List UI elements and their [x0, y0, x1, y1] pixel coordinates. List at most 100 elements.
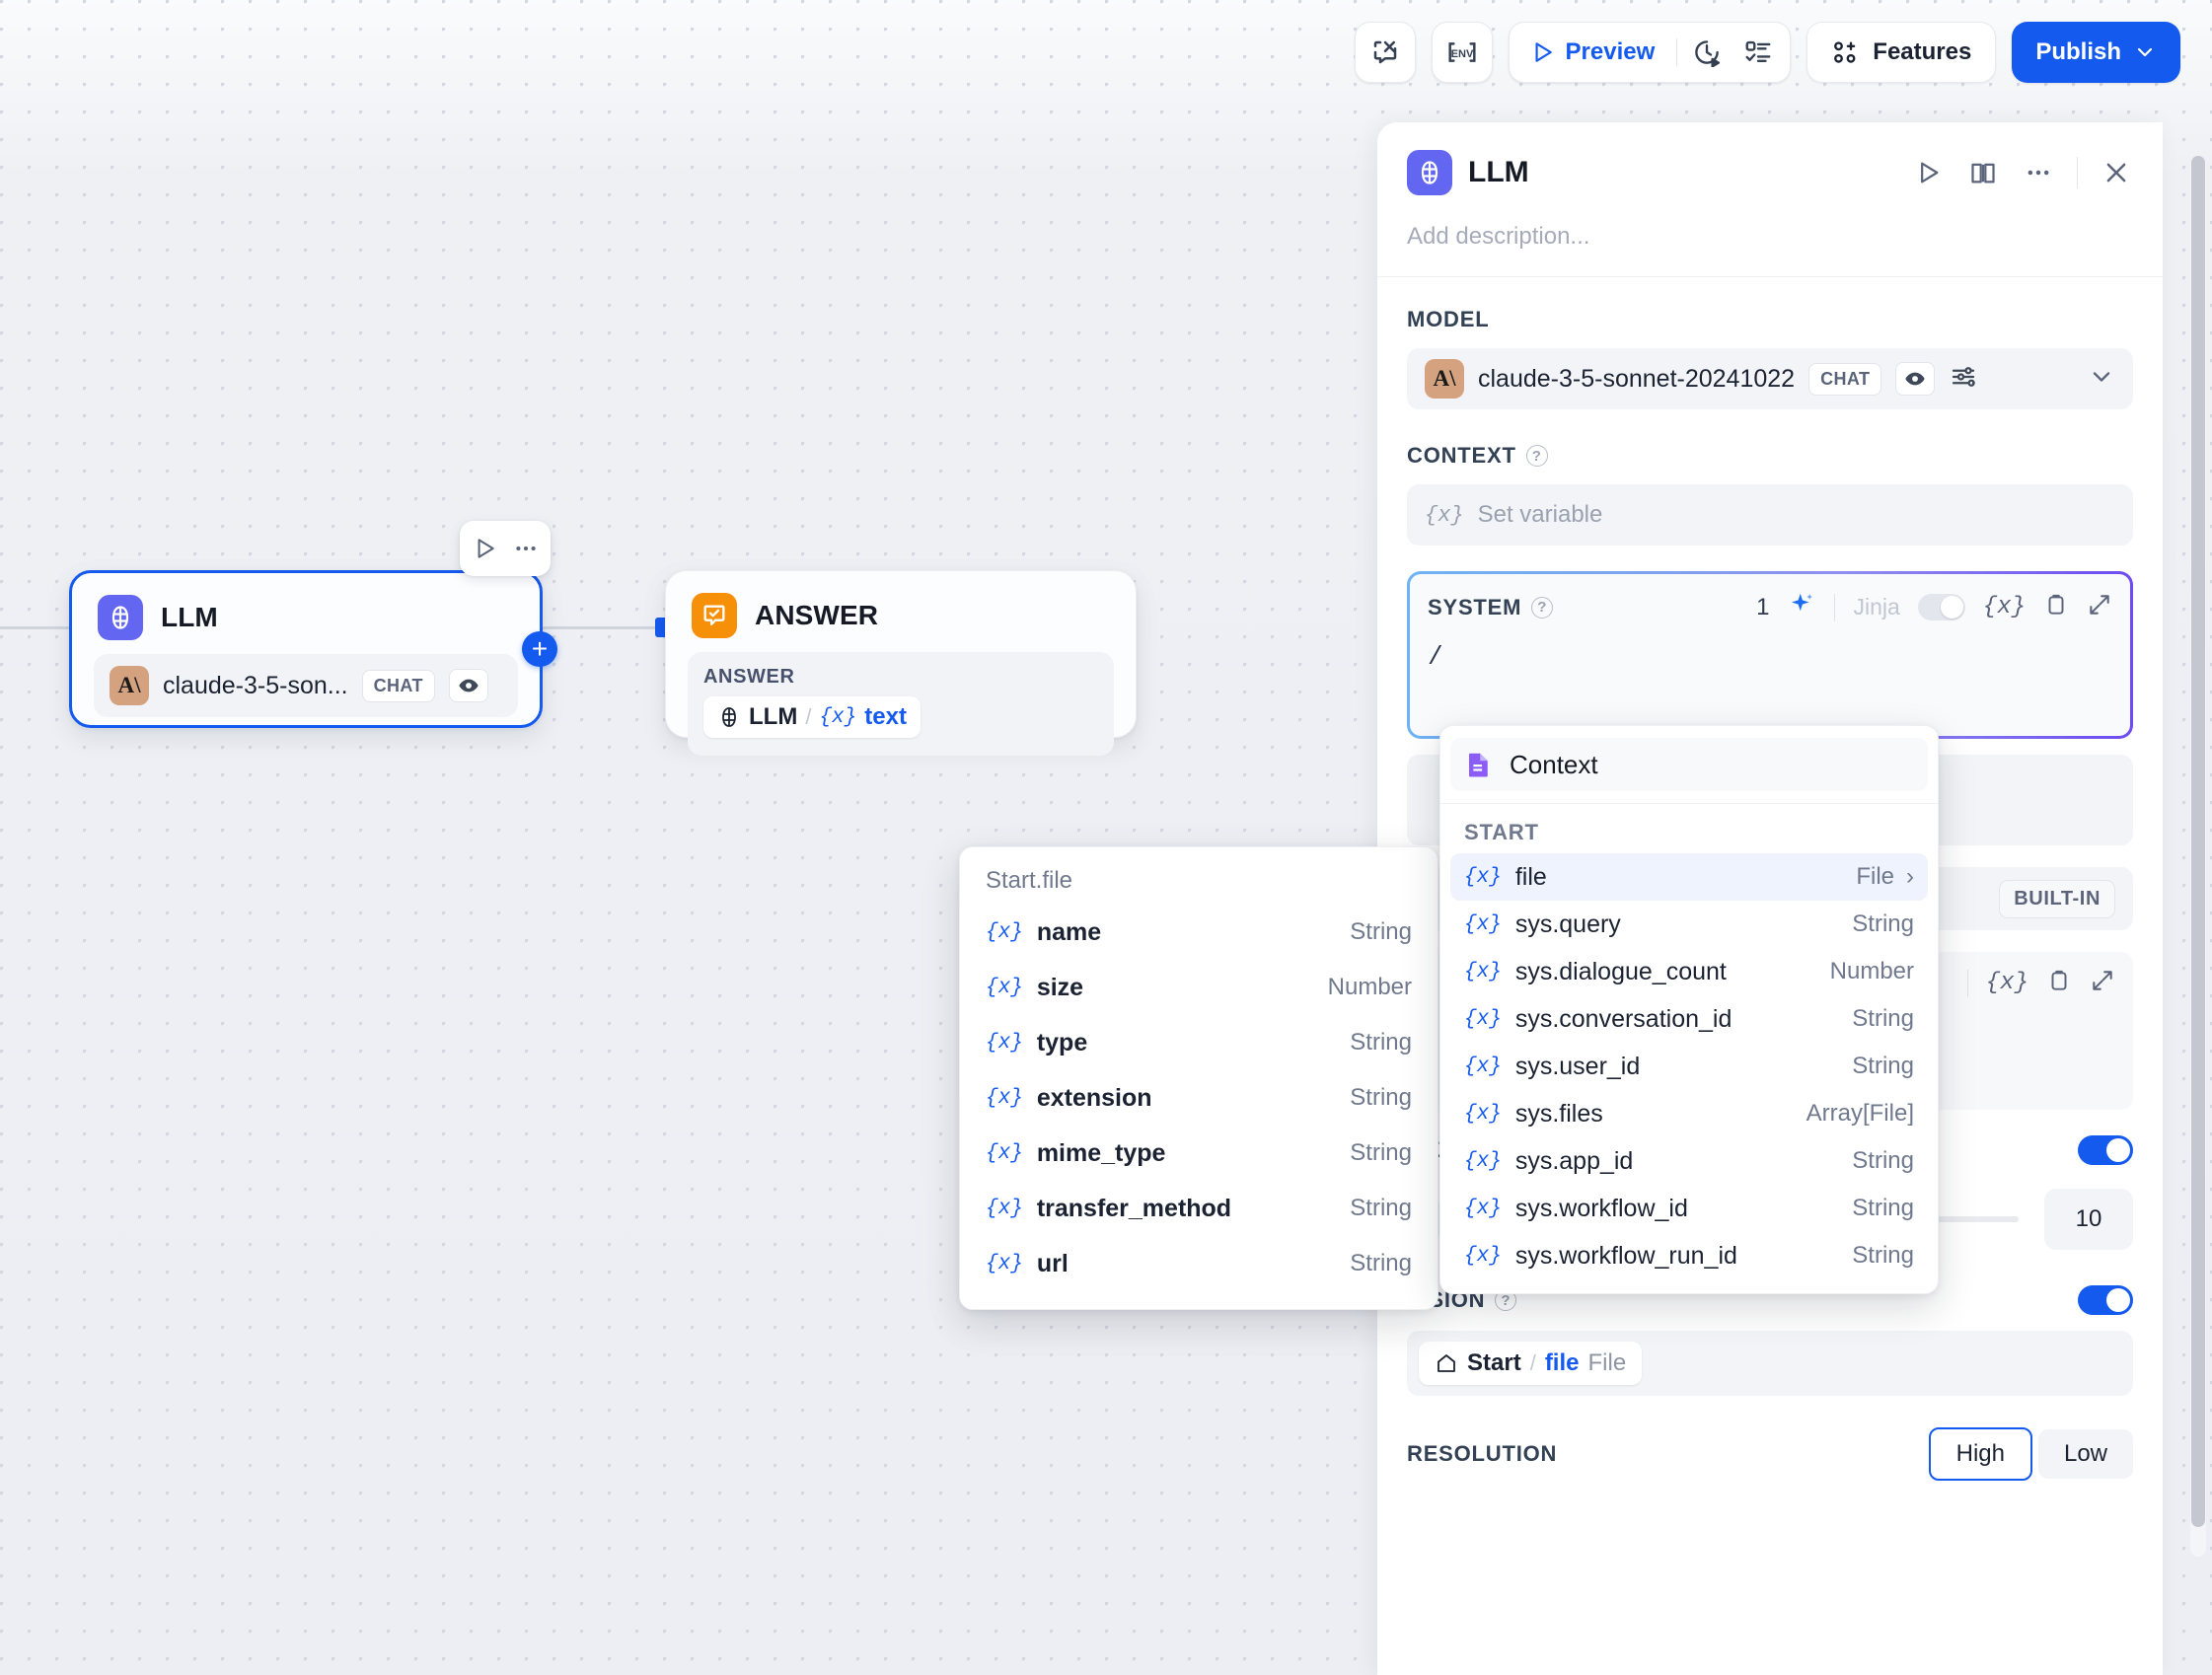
variable-type: String [1350, 1250, 1412, 1276]
panel-more-button[interactable] [2022, 156, 2055, 189]
list-item[interactable]: {x} size Number [960, 960, 1438, 1015]
resolution-segmented-control: High Low [1928, 1427, 2133, 1481]
preview-button[interactable]: Preview [1515, 29, 1673, 76]
vision-separator: / [1529, 1350, 1536, 1375]
panel-scrollbar[interactable] [2190, 156, 2206, 1557]
variable-type: String [1852, 1242, 1914, 1269]
list-item[interactable]: {x} mime_type String [960, 1126, 1438, 1181]
resolution-label: RESOLUTION [1407, 1441, 1558, 1466]
answer-chip-var-prefix: {x} [819, 705, 857, 729]
chat-debug-button[interactable] [1354, 22, 1416, 83]
preview-label: Preview [1565, 38, 1656, 65]
insert-variable-button[interactable]: {x} [1985, 970, 2028, 996]
publish-button[interactable]: Publish [2012, 22, 2180, 83]
vision-toggle[interactable] [2078, 1285, 2133, 1315]
menu-item-file[interactable]: {x} file File › [1450, 853, 1928, 901]
expand-button[interactable] [2090, 968, 2115, 998]
variable-prefix-icon: {x} [1464, 865, 1502, 889]
jinja-toggle[interactable] [1917, 594, 1965, 620]
vision-variable-field[interactable]: Start / file File [1407, 1331, 2133, 1396]
panel-help-doc-button[interactable] [1966, 156, 2000, 189]
list-item[interactable]: {x} name String [960, 905, 1438, 960]
window-size-value[interactable]: 10 [2044, 1189, 2133, 1250]
system-editor-text[interactable]: / [1428, 642, 1443, 672]
book-icon [1971, 163, 1995, 183]
resolution-option-high[interactable]: High [1928, 1427, 2032, 1481]
variable-type: String [1852, 910, 1914, 937]
toolbar-divider [1676, 38, 1678, 66]
list-item[interactable]: {x} type String [960, 1015, 1438, 1070]
system-tools-divider [1834, 593, 1836, 621]
panel-close-button[interactable] [2100, 156, 2133, 189]
sparkle-icon[interactable] [1787, 590, 1816, 624]
sliders-icon [1953, 366, 1976, 387]
variable-prefix-icon: {x} [1464, 1102, 1502, 1126]
system-prompt-editor[interactable]: SYSTEM ? 1 Jinja {x} [1407, 571, 2133, 739]
node-add-next-button[interactable]: + [522, 631, 557, 667]
variable-type: String [1350, 1195, 1412, 1221]
variable-prefix-icon: {x} [986, 1197, 1023, 1220]
list-item[interactable]: {x} extension String [960, 1070, 1438, 1126]
checklist-button[interactable] [1733, 29, 1784, 76]
answer-variable-chip[interactable]: LLM / {x} text [703, 696, 921, 738]
copy-icon [2048, 594, 2064, 615]
resolution-row: RESOLUTION High Low [1407, 1396, 2133, 1481]
variable-prefix-icon: {x} [1464, 960, 1502, 983]
copy-button[interactable] [2046, 968, 2072, 998]
variable-name: extension [1036, 1083, 1152, 1112]
panel-description-input[interactable]: Add description... [1407, 223, 1590, 250]
canvas-node-llm[interactable]: LLM A\ claude-3-5-son... CHAT + [69, 570, 557, 728]
menu-item-sys-conversation-id[interactable]: {x} sys.conversation_id String [1450, 995, 1928, 1043]
menu-item-sys-user-id[interactable]: {x} sys.user_id String [1450, 1043, 1928, 1090]
scrollbar-thumb[interactable] [2191, 156, 2205, 1527]
menu-item-sys-dialogue-count[interactable]: {x} sys.dialogue_count Number [1450, 948, 1928, 995]
variable-prefix-icon: {x} [1464, 1149, 1502, 1173]
node-more-button[interactable] [511, 534, 541, 563]
chevron-down-icon [2137, 47, 2153, 57]
node-answer-field[interactable]: ANSWER LLM / {x} text [688, 652, 1114, 756]
menu-item-context[interactable]: Context [1450, 738, 1928, 791]
variable-name: sys.workflow_run_id [1514, 1241, 1737, 1270]
variable-prefix-icon: {x} [1464, 1244, 1502, 1268]
node-model-row[interactable]: A\ claude-3-5-son... CHAT [94, 654, 518, 717]
node-header: LLM [72, 573, 540, 640]
node-hover-toolbar [460, 521, 551, 576]
variable-name: sys.workflow_id [1514, 1194, 1688, 1222]
question-icon[interactable]: ? [1531, 596, 1554, 619]
menu-item-sys-query[interactable]: {x} sys.query String [1450, 901, 1928, 948]
memory-toggle[interactable] [2078, 1135, 2133, 1165]
canvas-node-answer[interactable]: ANSWER ANSWER LLM / {x} text [665, 570, 1137, 756]
vision-node-name: Start [1467, 1349, 1521, 1376]
run-history-button[interactable] [1681, 29, 1733, 76]
model-settings-button[interactable] [1949, 362, 1978, 397]
variable-prefix-icon: {x} [986, 1031, 1023, 1055]
panel-run-button[interactable] [1911, 156, 1945, 189]
expand-button[interactable] [2087, 592, 2112, 622]
panel-title: LLM [1468, 156, 1529, 188]
insert-variable-button[interactable]: {x} [1982, 594, 2026, 620]
env-variables-button[interactable]: ENV [1431, 22, 1493, 83]
resolution-option-low[interactable]: Low [2037, 1429, 2133, 1479]
variable-name: sys.user_id [1514, 1052, 1641, 1080]
menu-item-sys-workflow-id[interactable]: {x} sys.workflow_id String [1450, 1185, 1928, 1232]
features-button[interactable]: Features [1806, 22, 1997, 83]
menu-item-sys-files[interactable]: {x} sys.files Array[File] [1450, 1090, 1928, 1137]
menu-item-sys-workflow-run-id[interactable]: {x} sys.workflow_run_id String [1450, 1232, 1928, 1279]
node-header: ANSWER [666, 571, 1136, 638]
model-select[interactable]: A\ claude-3-5-sonnet-20241022 CHAT [1407, 348, 2133, 409]
list-item[interactable]: {x} url String [960, 1236, 1438, 1291]
node-run-button[interactable] [470, 534, 499, 563]
copy-button[interactable] [2043, 592, 2069, 622]
variable-type: Array[File] [1806, 1100, 1914, 1127]
question-icon[interactable]: ? [1525, 445, 1548, 467]
variable-name: name [1036, 917, 1102, 946]
variable-name: mime_type [1036, 1138, 1166, 1167]
answer-chip-node: LLM [749, 703, 798, 730]
list-item[interactable]: {x} transfer_method String [960, 1181, 1438, 1236]
model-chevron[interactable] [2088, 363, 2115, 396]
vision-variable-chip[interactable]: Start / file File [1419, 1342, 1643, 1385]
menu-item-sys-app-id[interactable]: {x} sys.app_id String [1450, 1137, 1928, 1185]
checklist-icon [1745, 40, 1771, 62]
context-variable-input[interactable]: {x} Set variable [1407, 484, 2133, 546]
